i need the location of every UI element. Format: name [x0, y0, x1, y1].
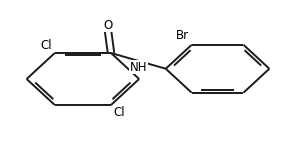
Text: Cl: Cl: [41, 39, 52, 52]
Text: O: O: [103, 19, 113, 32]
Text: NH: NH: [130, 61, 147, 74]
Text: Br: Br: [176, 29, 189, 42]
Text: Cl: Cl: [113, 106, 125, 119]
